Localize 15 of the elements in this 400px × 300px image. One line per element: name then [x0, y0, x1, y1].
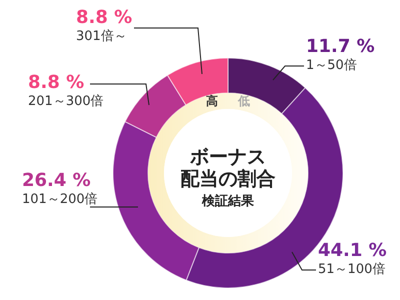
data-label: 44.1 %	[318, 240, 387, 261]
data-label: 8.8 %	[28, 72, 84, 93]
text: 検証結果	[201, 193, 255, 209]
slice-label: 51～100倍	[318, 262, 386, 277]
data-label: 11.7 %	[306, 36, 375, 57]
text: 配当の割合	[180, 168, 276, 190]
slice-label: 201～300倍	[28, 94, 104, 109]
slice-label: 101～200倍	[22, 192, 98, 207]
data-label: 26.4 %	[22, 170, 91, 191]
text: 低	[237, 94, 250, 108]
text: 高	[206, 94, 218, 108]
data-label: 8.8 %	[76, 7, 132, 28]
slice-label: 301倍～	[76, 29, 127, 44]
slice-label: 1～50倍	[306, 58, 357, 73]
text: ボーナス	[189, 146, 266, 168]
